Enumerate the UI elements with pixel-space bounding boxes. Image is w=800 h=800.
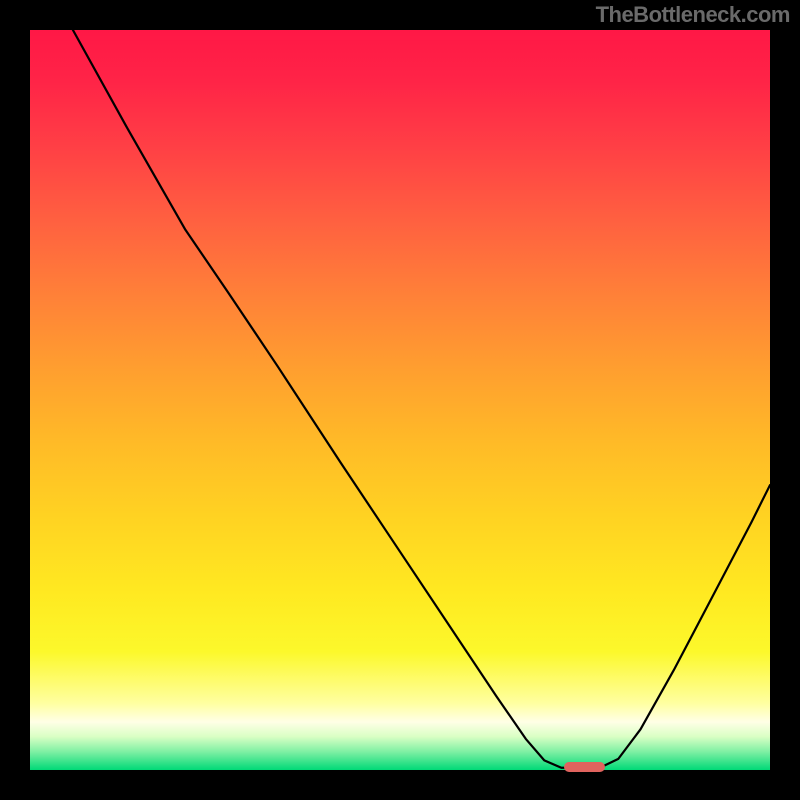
chart-background	[30, 30, 770, 770]
chart-container: TheBottleneck.com	[0, 0, 800, 800]
watermark-text: TheBottleneck.com	[596, 2, 790, 28]
bottleneck-line-chart	[30, 30, 770, 770]
chart-marker	[564, 762, 605, 772]
